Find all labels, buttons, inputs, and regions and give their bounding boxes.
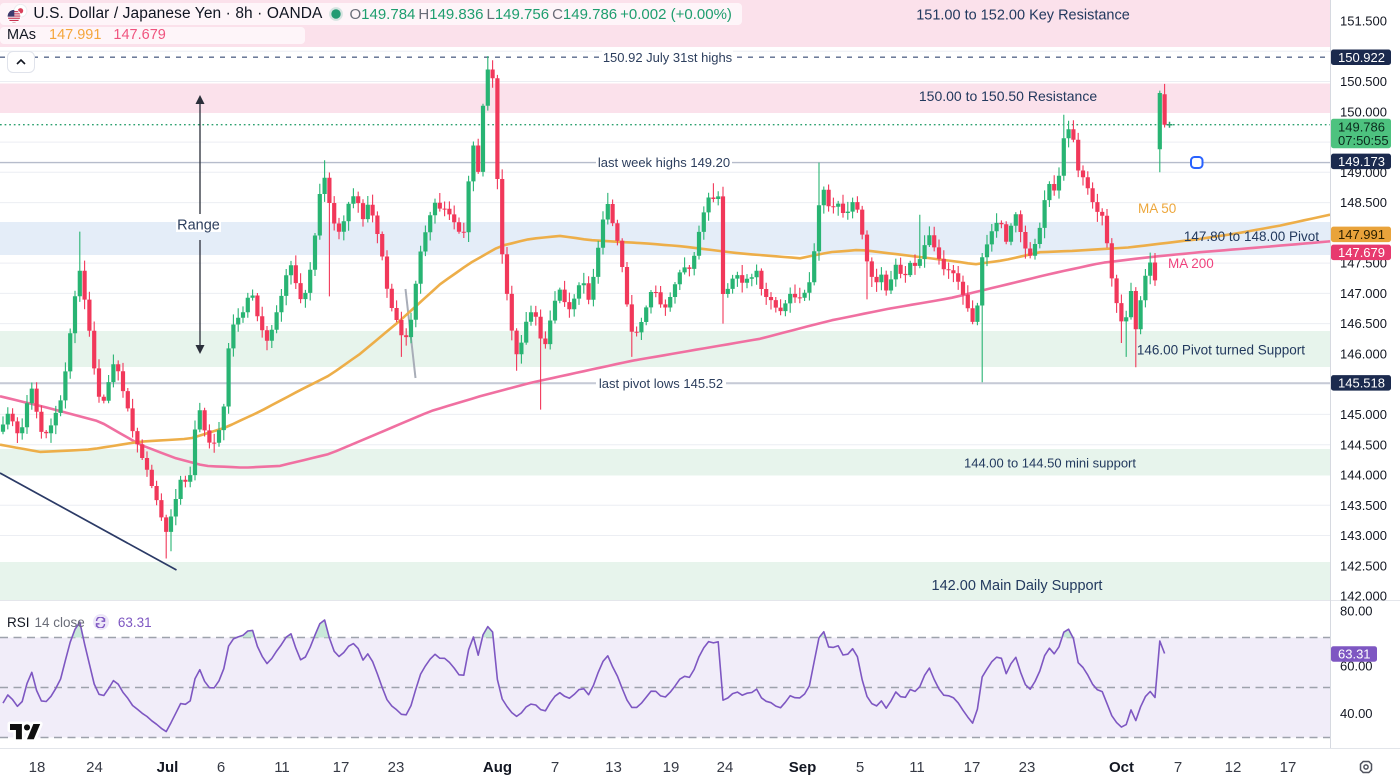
svg-text:150.500: 150.500	[1340, 74, 1387, 89]
svg-text:150.92 July 31st highs: 150.92 July 31st highs	[603, 50, 733, 65]
svg-text:60.00: 60.00	[1340, 659, 1373, 674]
svg-text:last week highs 149.20: last week highs 149.20	[598, 155, 730, 170]
svg-text:80.00: 80.00	[1340, 604, 1373, 619]
svg-text:146.000: 146.000	[1340, 347, 1387, 362]
svg-text:150.922: 150.922	[1338, 50, 1385, 65]
svg-text:last pivot lows 145.52: last pivot lows 145.52	[599, 376, 723, 391]
svg-text:151.500: 151.500	[1340, 14, 1387, 29]
svg-text:Aug: Aug	[483, 759, 512, 776]
svg-text:147.80 to 148.00 Pivot: 147.80 to 148.00 Pivot	[1184, 229, 1319, 244]
svg-text:144.00 to 144.50 mini support: 144.00 to 144.50 mini support	[964, 456, 1136, 471]
svg-text:23: 23	[1019, 759, 1036, 776]
svg-text:24: 24	[86, 759, 103, 776]
svg-text:149.786: 149.786	[1338, 120, 1385, 135]
svg-text:18: 18	[29, 759, 46, 776]
svg-text:Jul: Jul	[157, 759, 179, 776]
svg-text:07:50:55: 07:50:55	[1338, 133, 1389, 148]
svg-text:142.000: 142.000	[1340, 589, 1387, 604]
svg-text:147.000: 147.000	[1340, 286, 1387, 301]
svg-text:11: 11	[274, 759, 290, 776]
svg-text:17: 17	[1280, 759, 1297, 776]
svg-text:Range: Range	[177, 218, 220, 234]
svg-text:150.00 to 150.50 Resistance: 150.00 to 150.50 Resistance	[919, 88, 1097, 104]
svg-text:146.500: 146.500	[1340, 316, 1387, 331]
svg-text:148.500: 148.500	[1340, 195, 1387, 210]
svg-text:7: 7	[1174, 759, 1182, 776]
svg-text:63.31: 63.31	[1338, 647, 1371, 662]
svg-text:142.500: 142.500	[1340, 558, 1387, 573]
svg-text:147.991: 147.991	[1338, 227, 1385, 242]
svg-text:147.679: 147.679	[1338, 245, 1385, 260]
svg-text:5: 5	[856, 759, 864, 776]
svg-text:40.00: 40.00	[1340, 706, 1373, 721]
svg-text:143.500: 143.500	[1340, 498, 1387, 513]
svg-text:MA 50: MA 50	[1138, 201, 1176, 216]
svg-text:19: 19	[663, 759, 680, 776]
svg-text:145.000: 145.000	[1340, 407, 1387, 422]
svg-text:17: 17	[964, 759, 981, 776]
svg-text:MA 200: MA 200	[1168, 256, 1214, 271]
svg-text:12: 12	[1225, 759, 1242, 776]
svg-text:142.00 Main Daily Support: 142.00 Main Daily Support	[932, 578, 1103, 594]
svg-text:6: 6	[217, 759, 225, 776]
svg-text:17: 17	[333, 759, 350, 776]
svg-text:150.000: 150.000	[1340, 104, 1387, 119]
svg-text:143.000: 143.000	[1340, 528, 1387, 543]
svg-text:11: 11	[909, 759, 925, 776]
svg-text:13: 13	[605, 759, 622, 776]
svg-text:7: 7	[551, 759, 559, 776]
svg-text:24: 24	[717, 759, 734, 776]
svg-text:23: 23	[388, 759, 405, 776]
svg-text:144.000: 144.000	[1340, 468, 1387, 483]
svg-text:146.00 Pivot turned Support: 146.00 Pivot turned Support	[1137, 343, 1305, 358]
svg-text:151.00 to 152.00 Key Resistanc: 151.00 to 152.00 Key Resistance	[916, 8, 1130, 24]
svg-text:Oct: Oct	[1109, 759, 1134, 776]
svg-text:144.500: 144.500	[1340, 437, 1387, 452]
svg-text:Sep: Sep	[789, 759, 817, 776]
svg-text:149.173: 149.173	[1338, 154, 1385, 169]
svg-text:145.518: 145.518	[1338, 376, 1385, 391]
